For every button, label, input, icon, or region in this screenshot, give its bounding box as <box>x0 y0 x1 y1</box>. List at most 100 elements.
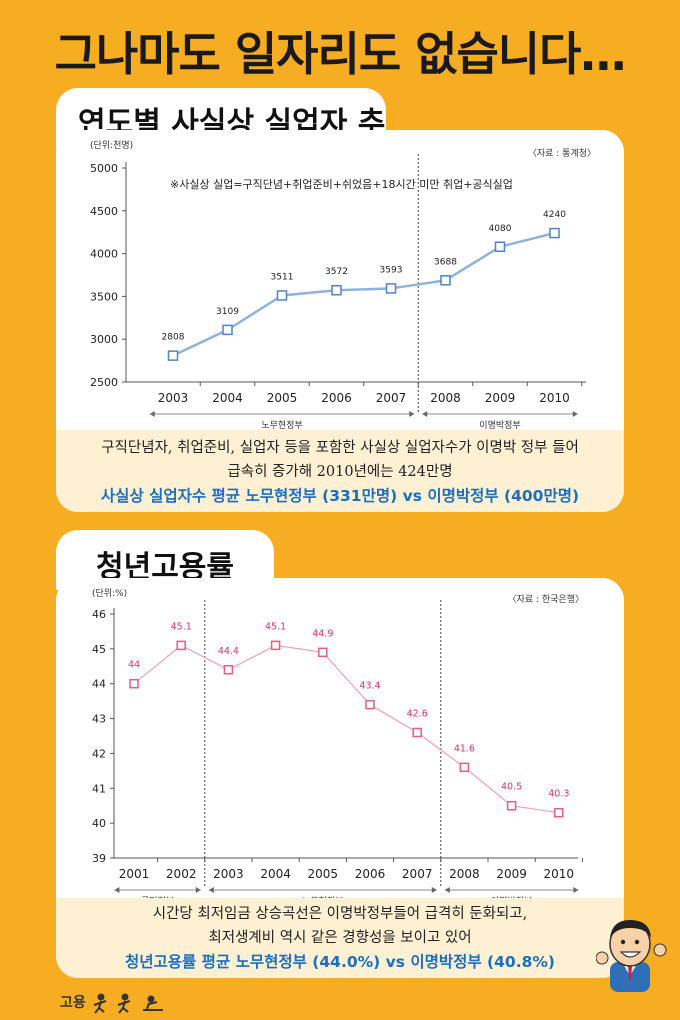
data-label: 2808 <box>162 333 185 343</box>
x-tick-label: 2008 <box>449 867 480 881</box>
data-point <box>440 275 451 286</box>
section2-caption-line2: 최저생계비 역시 같은 경향성을 보이고 있어 <box>208 930 472 946</box>
series-line <box>133 644 559 814</box>
data-point <box>494 241 506 253</box>
data-point <box>549 227 560 239</box>
y-tick-label: 43 <box>92 713 106 726</box>
x-tick-label: 2007 <box>376 391 407 405</box>
y-tick-label: 4000 <box>90 248 118 261</box>
x-tick-label: 2004 <box>260 867 291 881</box>
section1-card: (단위:천명) 〈자료 : 통계청〉 ※사실상 실업=구직단념+취업준비+쉬었음+1… <box>56 130 624 512</box>
section1-caption: 구직단념자, 취업준비, 실업자 등을 포함한 사실상 실업자수가 이명박 정부… <box>56 430 624 512</box>
period-arrow-right <box>573 887 579 893</box>
data-label: 44 <box>128 660 140 671</box>
period-arrow-right <box>195 887 201 893</box>
unit-label: (단위:%) <box>92 588 127 599</box>
x-tick-label: 2004 <box>212 391 243 405</box>
x-tick-label: 2009 <box>496 867 527 881</box>
y-tick-label: 5000 <box>90 162 118 175</box>
data-point <box>223 665 234 675</box>
period-label: 이명박정부 <box>491 896 532 898</box>
data-point <box>276 290 288 301</box>
y-tick-label: 40 <box>92 817 106 830</box>
x-tick-label: 2009 <box>485 391 516 405</box>
period-arrow-left <box>114 887 120 893</box>
y-tick-label: 39 <box>92 852 106 865</box>
data-point <box>459 762 470 773</box>
page-title: 그나마도 일자리도 없습니다… <box>54 27 627 81</box>
data-label: 3511 <box>271 272 294 282</box>
data-point <box>331 284 342 296</box>
x-tick-label: 2003 <box>158 391 189 405</box>
y-tick-label: 46 <box>92 608 106 621</box>
data-point <box>554 807 564 818</box>
x-tick-label: 2001 <box>119 867 150 881</box>
period-label: 노무현정부 <box>261 420 302 430</box>
period-arrow-right <box>572 411 578 417</box>
data-label: 4080 <box>489 224 512 234</box>
data-point <box>129 678 139 689</box>
data-label: 4240 <box>543 210 566 220</box>
data-label: 40.3 <box>548 789 569 800</box>
data-label: 43.4 <box>359 681 380 692</box>
x-tick-label: 2005 <box>308 867 339 881</box>
footer-logo: 고용 <box>60 992 171 1014</box>
x-tick-label: 2010 <box>544 867 575 881</box>
section1-caption-highlight: 사실상 실업자수 평균 노무현정부 (331만명) vs 이명박정부 (400만… <box>100 487 580 505</box>
data-label: 40.5 <box>501 782 522 793</box>
section1-caption-line2: 급속히 증가해 2010년에는 424만명 <box>227 464 453 480</box>
period-arrow-left <box>422 411 428 417</box>
section2-caption-highlight: 청년고용률 평균 노무현정부 (44.0%) vs 이명박정부 (40.8%) <box>124 953 555 971</box>
data-label: 41.6 <box>454 743 475 754</box>
footer-logo-text: 고용 <box>60 995 86 1011</box>
source-label: 〈자료 : 한국은행〉 <box>508 593 584 605</box>
y-tick-label: 2500 <box>90 376 118 389</box>
data-point <box>222 324 233 336</box>
data-label: 44.4 <box>218 646 239 657</box>
y-tick-label: 41 <box>92 782 106 795</box>
data-label: 3593 <box>380 265 403 275</box>
section2-caption-line1: 시간당 최저임금 상승곡선은 이명박정부들어 급격히 둔화되고, <box>152 906 528 922</box>
period-label: 이명박정부 <box>479 420 520 430</box>
y-tick-label: 44 <box>92 678 106 691</box>
period-arrow-left <box>208 887 214 893</box>
y-tick-label: 42 <box>92 747 106 760</box>
x-tick-label: 2005 <box>267 391 298 405</box>
mascot-illustration <box>596 920 667 992</box>
x-tick-label: 2008 <box>430 391 461 405</box>
y-tick-label: 3000 <box>90 333 118 346</box>
period-arrow-left <box>444 887 450 893</box>
data-label: 45.1 <box>171 621 192 632</box>
data-point <box>318 647 328 658</box>
data-point <box>167 350 179 361</box>
youth-employment-chart: (단위:%) 〈자료 : 한국은행〉 46 45 44 43 42 41 40 39 2001 200… <box>92 588 584 898</box>
period-arrow-right <box>409 411 415 417</box>
x-tick-label: 2007 <box>402 867 433 881</box>
period-label: 국민정부 <box>141 896 174 898</box>
x-tick-label: 2002 <box>166 867 197 881</box>
data-label: 45.1 <box>265 621 286 632</box>
data-label: 42.6 <box>407 709 428 720</box>
section1-caption-line1: 구직단념자, 취업준비, 실업자 등을 포함한 사실상 실업자수가 이명박 정부… <box>101 440 579 456</box>
source-label: 〈자료 : 통계청〉 <box>528 147 596 159</box>
data-label: 3572 <box>325 267 348 277</box>
x-tick-label: 2006 <box>321 391 352 405</box>
data-label: 3109 <box>216 307 239 317</box>
period-label: 노무현정부 <box>302 896 343 898</box>
x-tick-label: 2006 <box>355 867 386 881</box>
data-label: 44.9 <box>312 628 333 639</box>
period-arrow-left <box>149 411 155 417</box>
y-tick-label: 3500 <box>90 290 118 303</box>
unit-label: (단위:천명) <box>90 140 133 151</box>
y-tick-label: 45 <box>92 643 106 656</box>
unemployment-chart: (단위:천명) 〈자료 : 통계청〉 ※사실상 실업=구직단념+취업준비+쉬었음+1… <box>90 140 596 430</box>
period-arrow-right <box>431 887 437 893</box>
x-tick-label: 2003 <box>213 867 244 881</box>
y-tick-label: 4500 <box>90 205 118 218</box>
x-tick-label: 2010 <box>539 391 570 405</box>
chart-note: ※사실상 실업=구직단념+취업준비+쉬었음+18시간 미만 취업+공식실업 <box>170 178 513 191</box>
data-point <box>385 283 397 294</box>
data-point <box>412 727 422 738</box>
section2-caption: 시간당 최저임금 상승곡선은 이명박정부들어 급격히 둔화되고, 최저생계비 역… <box>56 898 624 978</box>
data-point <box>176 640 186 651</box>
